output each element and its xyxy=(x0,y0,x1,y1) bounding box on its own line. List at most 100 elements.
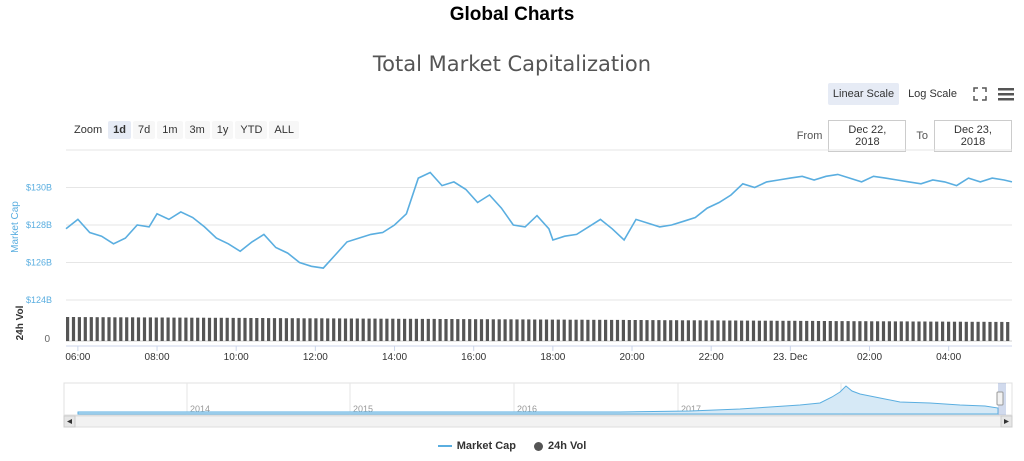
y-axis-title: Market Cap xyxy=(10,201,21,253)
volume-bar xyxy=(816,321,821,341)
volume-bar xyxy=(852,321,856,341)
volume-bar xyxy=(249,318,253,341)
volume-bar xyxy=(864,321,868,341)
volume-bar xyxy=(408,318,413,341)
x-tick-label: 23. Dec xyxy=(773,352,807,363)
scroll-right-arrow-icon xyxy=(1004,419,1009,424)
volume-bar xyxy=(905,321,909,341)
volume-bar xyxy=(385,318,389,341)
zoom-button-1m[interactable]: 1m xyxy=(157,121,183,139)
volume-bar xyxy=(290,318,294,341)
volume-bar xyxy=(438,319,442,341)
volume-bar xyxy=(349,318,353,341)
x-tick-label: 08:00 xyxy=(145,352,170,363)
x-tick-label: 18:00 xyxy=(540,352,565,363)
volume-bar xyxy=(799,320,803,341)
volume-bar xyxy=(136,317,141,341)
x-tick-label: 10:00 xyxy=(224,352,249,363)
volume-bar xyxy=(698,320,702,341)
volume-bar xyxy=(586,319,590,342)
volume-bar xyxy=(769,320,773,341)
volume-bar xyxy=(113,317,117,342)
zoom-button-7d[interactable]: 7d xyxy=(132,121,156,139)
volume-bar xyxy=(361,318,365,341)
volume-bar xyxy=(119,317,123,341)
volume-bar xyxy=(391,318,395,341)
volume-bar xyxy=(456,319,460,341)
volume-bar xyxy=(332,318,336,341)
menu-icon[interactable] xyxy=(998,86,1014,102)
from-date-input[interactable]: Dec 22, 2018 xyxy=(828,120,907,152)
volume-bar xyxy=(95,317,99,341)
zoom-button-3m[interactable]: 3m xyxy=(184,121,210,139)
volume-bar xyxy=(657,320,661,341)
volume-bar xyxy=(728,320,732,341)
volume-bar xyxy=(911,321,915,341)
volume-bar xyxy=(284,318,288,341)
volume-bar xyxy=(876,321,880,341)
volume-bar xyxy=(952,321,957,341)
to-date-input[interactable]: Dec 23, 2018 xyxy=(934,120,1012,152)
legend-item-market-cap[interactable]: Market Cap xyxy=(437,440,516,452)
linear-scale-button[interactable]: Linear Scale xyxy=(827,83,900,105)
volume-bar xyxy=(787,320,791,341)
volume-bar xyxy=(373,318,377,341)
legend-item-vol[interactable]: 24h Vol xyxy=(533,440,586,452)
volume-bar xyxy=(308,318,312,341)
volume-bar xyxy=(66,317,70,341)
zoom-button-1y[interactable]: 1y xyxy=(211,121,234,139)
volume-bar xyxy=(462,319,466,341)
x-tick-label: 22:00 xyxy=(699,352,724,363)
volume-bar xyxy=(533,319,537,341)
volume-bar xyxy=(426,318,430,341)
volume-bar xyxy=(604,319,608,341)
zoom-button-ytd[interactable]: YTD xyxy=(235,121,268,139)
log-scale-button[interactable]: Log Scale xyxy=(908,88,957,100)
legend-line-icon xyxy=(437,445,452,447)
zoom-button-1d[interactable]: 1d xyxy=(108,121,131,139)
navigator-area xyxy=(77,385,999,415)
fullscreen-icon[interactable] xyxy=(972,86,988,102)
volume-bar xyxy=(497,319,501,341)
volume-bars xyxy=(66,317,1012,342)
date-range-selector: From Dec 22, 2018 To Dec 23, 2018 xyxy=(797,120,1012,152)
volume-bar xyxy=(172,317,176,341)
navigator-scrollbar[interactable] xyxy=(63,415,1013,428)
volume-bar xyxy=(840,321,844,341)
volume-bar xyxy=(527,319,531,341)
volume-bar xyxy=(432,318,436,341)
vol-zero-label: 0 xyxy=(44,334,50,345)
volume-bar xyxy=(704,320,708,341)
volume-bar xyxy=(71,317,76,341)
chart-toolbar: Linear Scale Log Scale xyxy=(827,83,1014,105)
volume-bar xyxy=(184,317,188,341)
scroll-left-arrow-icon xyxy=(67,419,72,424)
volume-bar xyxy=(444,319,448,341)
volume-bar xyxy=(710,320,714,341)
volume-bar xyxy=(491,319,495,342)
volume-bar xyxy=(686,320,690,341)
volume-bar xyxy=(988,321,992,341)
volume-bar xyxy=(645,320,649,341)
volume-bar xyxy=(485,319,489,341)
volume-bar xyxy=(757,320,761,341)
volume-bar xyxy=(680,320,685,342)
volume-bar xyxy=(338,318,342,341)
navigator-year-label: 2016 xyxy=(517,404,537,414)
volume-bar xyxy=(83,317,87,341)
volume-bar xyxy=(592,319,596,341)
volume-bar xyxy=(515,319,519,341)
volume-bar xyxy=(414,318,418,341)
volume-bar xyxy=(314,318,318,341)
volume-bar xyxy=(101,317,105,341)
legend-label-market-cap: Market Cap xyxy=(456,440,516,452)
volume-bar xyxy=(509,319,513,341)
volume-bar xyxy=(881,321,886,341)
zoom-button-all[interactable]: ALL xyxy=(269,121,299,139)
navigator[interactable]: 20142015201620172018 xyxy=(63,382,1013,428)
navigator-handle[interactable] xyxy=(996,391,1004,406)
volume-bar xyxy=(219,317,223,341)
volume-bar xyxy=(379,318,383,341)
volume-bar xyxy=(278,318,283,341)
volume-bar xyxy=(692,320,696,341)
